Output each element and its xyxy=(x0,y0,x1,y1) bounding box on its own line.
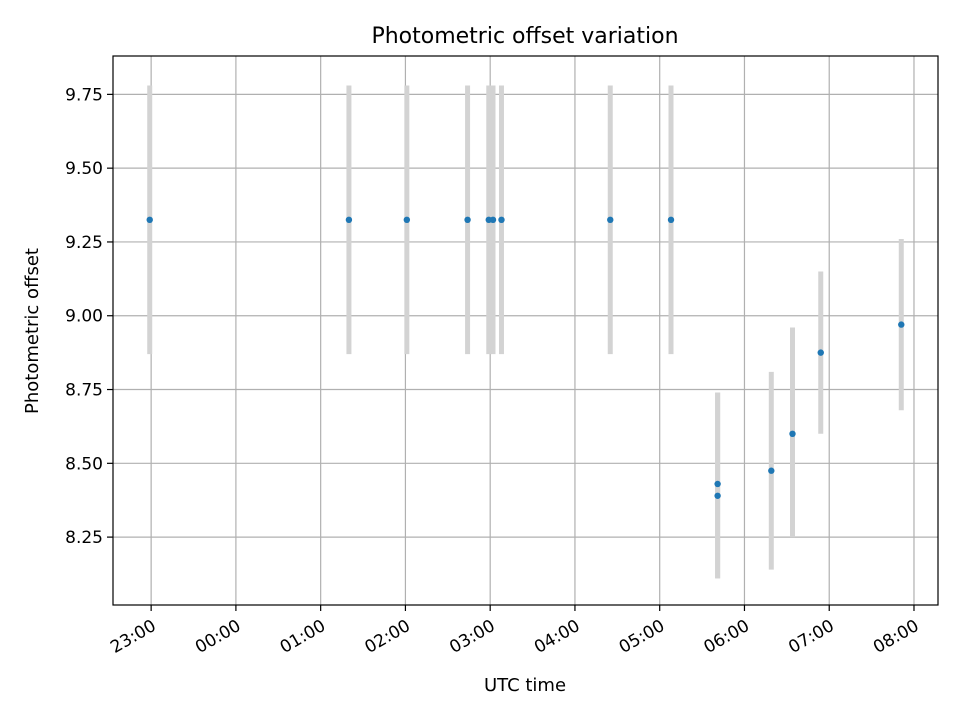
y-tick-label: 8.25 xyxy=(65,528,103,548)
x-tick-label: 23:00 xyxy=(107,616,159,658)
data-point xyxy=(146,216,153,224)
x-tick-label: 03:00 xyxy=(446,616,498,658)
y-tick-label: 9.00 xyxy=(65,307,103,327)
y-tick-label: 9.50 xyxy=(65,159,103,179)
data-point xyxy=(714,492,721,499)
data-point xyxy=(403,216,411,224)
data-point xyxy=(345,216,353,224)
data-point xyxy=(817,349,824,356)
data-point xyxy=(898,321,905,328)
x-tick-label: 08:00 xyxy=(870,616,922,658)
data-point xyxy=(607,216,614,224)
data-point xyxy=(498,216,505,224)
x-tick-label: 05:00 xyxy=(616,616,668,658)
x-tick-label: 02:00 xyxy=(361,616,413,658)
data-point xyxy=(714,480,721,488)
y-tick-label: 9.25 xyxy=(65,233,103,253)
x-tick-label: 01:00 xyxy=(277,616,329,658)
data-point xyxy=(489,216,497,224)
x-tick-label: 04:00 xyxy=(531,616,583,658)
plot-frame xyxy=(112,55,939,606)
grid xyxy=(113,56,938,605)
y-axis-ticks: 8.25 8.50 8.75 9.00 9.25 9.50 9.75 xyxy=(65,85,113,548)
data-point xyxy=(667,216,675,224)
x-axis-ticks: 23:00 00:00 01:00 02:00 03:00 04:00 05:00 06:00… xyxy=(107,605,922,658)
data-point xyxy=(789,430,796,438)
x-axis-label: UTC time xyxy=(484,675,566,696)
x-tick-label: 06:00 xyxy=(701,616,753,658)
x-tick-label: 00:00 xyxy=(192,616,244,658)
plot-area xyxy=(113,56,938,605)
data-points xyxy=(146,216,905,499)
data-point xyxy=(768,467,775,474)
y-tick-label: 9.75 xyxy=(65,85,103,105)
y-tick-label: 8.75 xyxy=(65,381,103,401)
data-point xyxy=(464,216,471,224)
y-axis-label: Photometric offset xyxy=(22,248,43,414)
x-tick-label: 07:00 xyxy=(785,616,837,658)
chart-title: Photometric offset variation xyxy=(371,24,678,49)
y-tick-label: 8.50 xyxy=(65,454,103,474)
